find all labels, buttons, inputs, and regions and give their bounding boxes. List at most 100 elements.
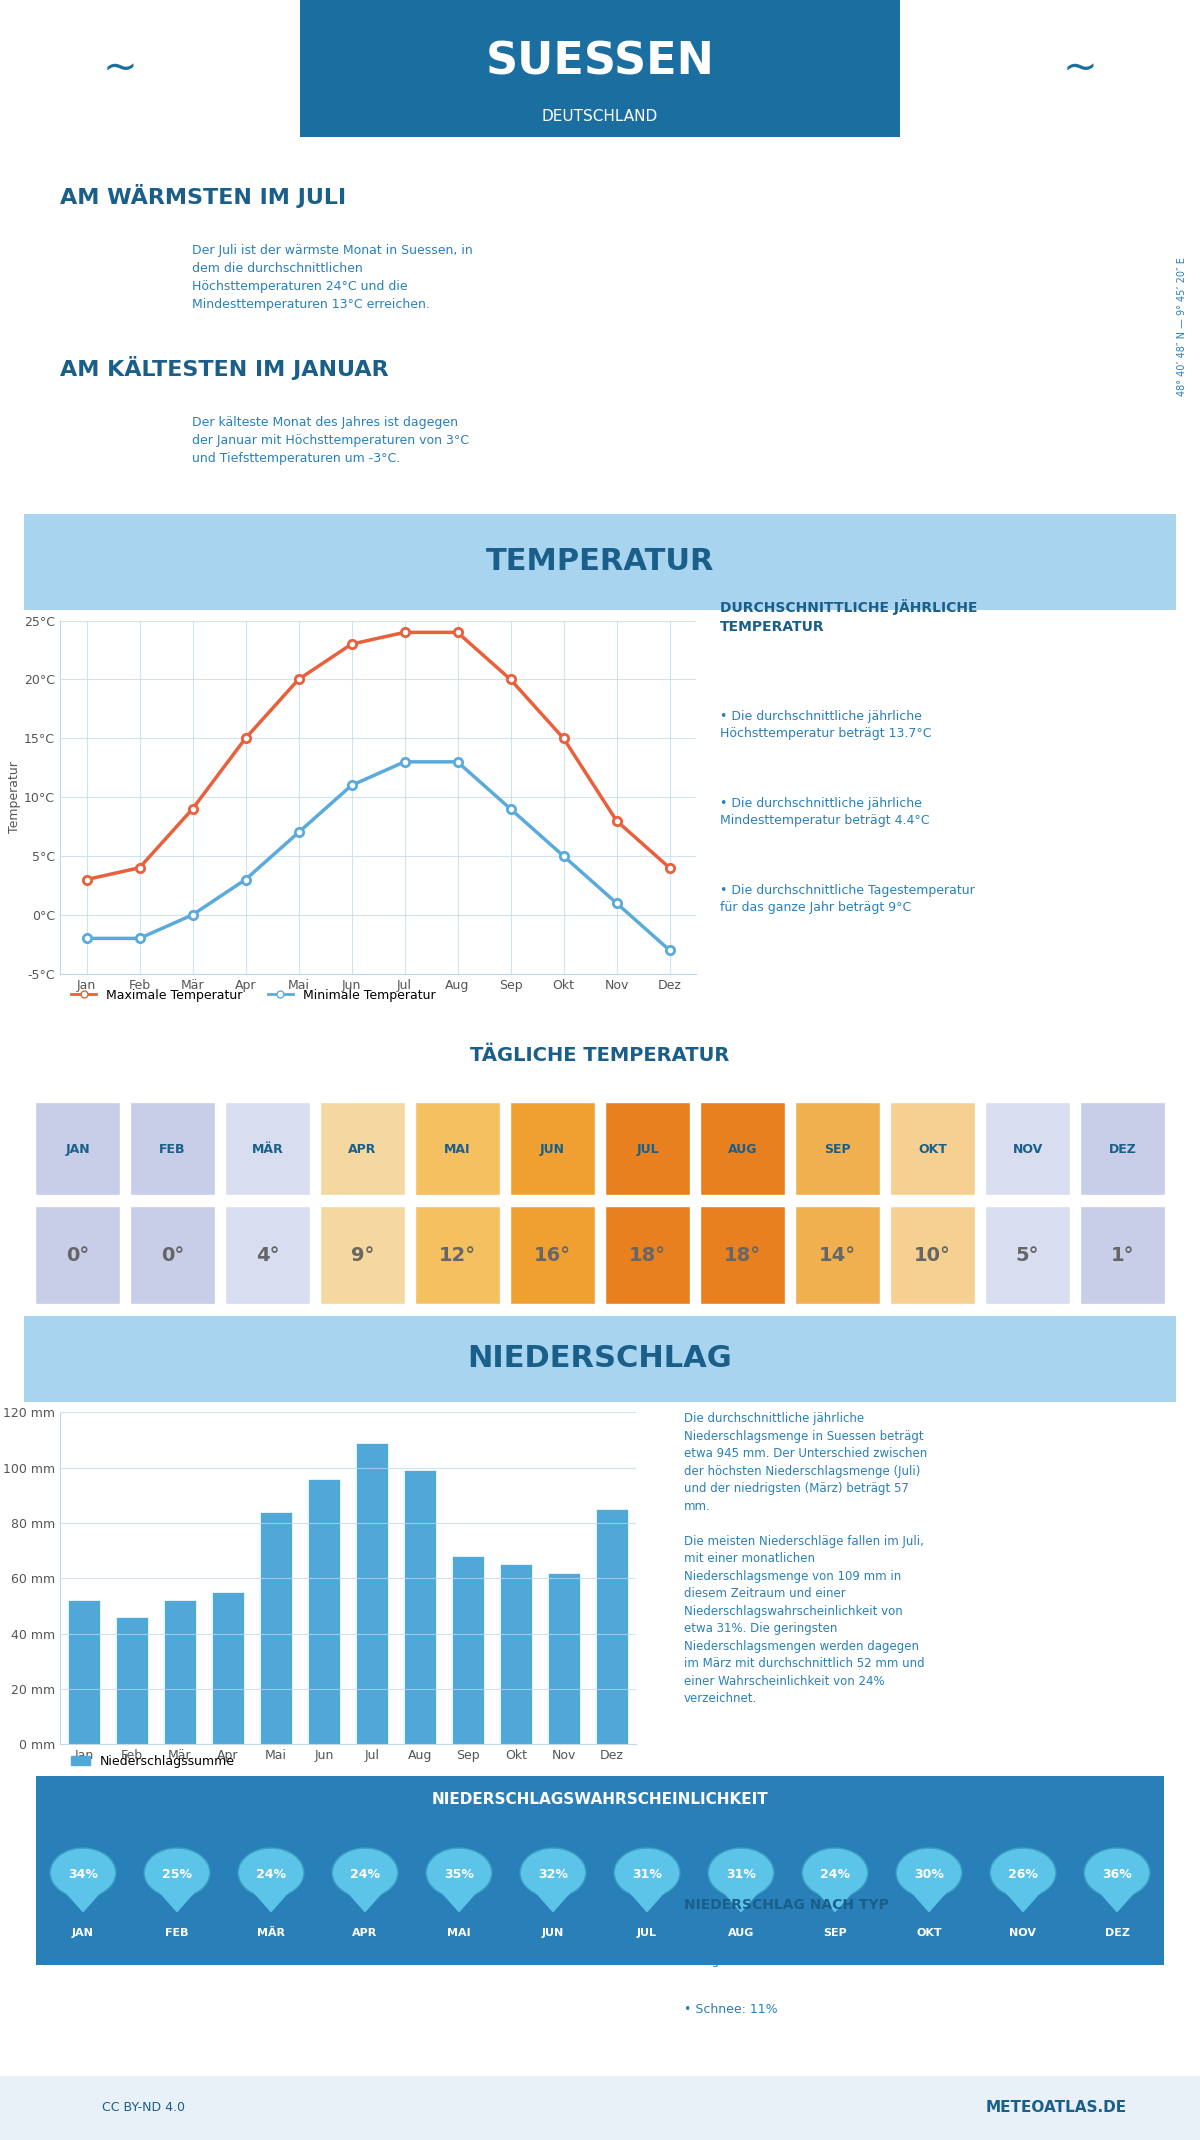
Text: METEOATLAS.DE: METEOATLAS.DE bbox=[985, 2099, 1127, 2116]
Polygon shape bbox=[300, 137, 900, 205]
FancyBboxPatch shape bbox=[510, 1207, 595, 1303]
Text: • Schnee: 11%: • Schnee: 11% bbox=[684, 2003, 778, 2016]
Polygon shape bbox=[629, 1890, 666, 1911]
Text: AM KÄLTESTEN IM JANUAR: AM KÄLTESTEN IM JANUAR bbox=[60, 355, 389, 381]
FancyBboxPatch shape bbox=[1, 511, 1199, 612]
Text: 16°: 16° bbox=[534, 1245, 571, 1265]
Text: JUN: JUN bbox=[542, 1928, 564, 1937]
Polygon shape bbox=[252, 1890, 290, 1911]
Text: APR: APR bbox=[348, 1143, 377, 1156]
FancyBboxPatch shape bbox=[889, 1102, 976, 1194]
Text: DEZ: DEZ bbox=[1104, 1928, 1129, 1937]
Legend: Niederschlagssumme: Niederschlagssumme bbox=[66, 1751, 240, 1772]
FancyBboxPatch shape bbox=[319, 1207, 406, 1303]
FancyBboxPatch shape bbox=[36, 1823, 1164, 1965]
Bar bbox=[260, 1511, 292, 1744]
Text: ~: ~ bbox=[102, 47, 138, 90]
Text: DEZ: DEZ bbox=[1109, 1143, 1136, 1156]
Text: 18°: 18° bbox=[724, 1245, 761, 1265]
Circle shape bbox=[238, 1849, 304, 1898]
FancyBboxPatch shape bbox=[985, 1102, 1070, 1194]
Text: CC BY-ND 4.0: CC BY-ND 4.0 bbox=[102, 2101, 186, 2114]
Polygon shape bbox=[911, 1890, 948, 1911]
Text: 32%: 32% bbox=[538, 1868, 568, 1881]
FancyBboxPatch shape bbox=[605, 1102, 690, 1194]
Text: 1°: 1° bbox=[1111, 1245, 1134, 1265]
FancyBboxPatch shape bbox=[700, 1102, 785, 1194]
Text: SEP: SEP bbox=[824, 1143, 851, 1156]
FancyBboxPatch shape bbox=[35, 1207, 120, 1303]
Circle shape bbox=[802, 1849, 868, 1898]
Text: 35%: 35% bbox=[444, 1868, 474, 1881]
Polygon shape bbox=[722, 1890, 760, 1911]
Polygon shape bbox=[347, 1890, 384, 1911]
Text: DEUTSCHLAND: DEUTSCHLAND bbox=[542, 109, 658, 124]
FancyBboxPatch shape bbox=[35, 1102, 120, 1194]
Bar bbox=[212, 1592, 244, 1744]
Polygon shape bbox=[1004, 1890, 1042, 1911]
Text: 36%: 36% bbox=[1102, 1868, 1132, 1881]
Text: 18°: 18° bbox=[629, 1245, 666, 1265]
Text: 0°: 0° bbox=[66, 1245, 89, 1265]
Bar bbox=[452, 1556, 484, 1744]
FancyBboxPatch shape bbox=[415, 1207, 500, 1303]
Text: JAN: JAN bbox=[72, 1928, 94, 1937]
Text: NOV: NOV bbox=[1009, 1928, 1037, 1937]
Text: MAI: MAI bbox=[444, 1143, 470, 1156]
FancyBboxPatch shape bbox=[794, 1102, 881, 1194]
Text: NIEDERSCHLAG NACH TYP: NIEDERSCHLAG NACH TYP bbox=[684, 1898, 889, 1913]
Circle shape bbox=[614, 1849, 680, 1898]
Text: • Die durchschnittliche jährliche
Mindesttemperatur beträgt 4.4°C: • Die durchschnittliche jährliche Mindes… bbox=[720, 798, 930, 828]
Text: NOV: NOV bbox=[1013, 1143, 1043, 1156]
FancyBboxPatch shape bbox=[319, 1102, 406, 1194]
Legend: Maximale Temperatur, Minimale Temperatur: Maximale Temperatur, Minimale Temperatur bbox=[66, 984, 440, 1006]
Text: APR: APR bbox=[353, 1928, 378, 1937]
Text: JUN: JUN bbox=[540, 1143, 565, 1156]
Text: SEP: SEP bbox=[823, 1928, 847, 1937]
Text: TEMPERATUR: TEMPERATUR bbox=[486, 548, 714, 576]
Text: • Die durchschnittliche Tagestemperatur
für das ganze Jahr beträgt 9°C: • Die durchschnittliche Tagestemperatur … bbox=[720, 884, 974, 914]
FancyBboxPatch shape bbox=[510, 1102, 595, 1194]
Text: 30%: 30% bbox=[914, 1868, 944, 1881]
Text: 24%: 24% bbox=[820, 1868, 850, 1881]
Text: 0°: 0° bbox=[161, 1245, 184, 1265]
Text: • Die durchschnittliche jährliche
Höchsttemperatur beträgt 13.7°C: • Die durchschnittliche jährliche Höchst… bbox=[720, 710, 931, 740]
Polygon shape bbox=[158, 1890, 196, 1911]
Text: TÄGLICHE TEMPERATUR: TÄGLICHE TEMPERATUR bbox=[470, 1046, 730, 1064]
Text: 25%: 25% bbox=[162, 1868, 192, 1881]
FancyBboxPatch shape bbox=[700, 1207, 785, 1303]
FancyBboxPatch shape bbox=[794, 1207, 881, 1303]
FancyBboxPatch shape bbox=[300, 0, 900, 137]
Text: 5°: 5° bbox=[1015, 1245, 1039, 1265]
Text: Der kälteste Monat des Jahres ist dagegen
der Januar mit Höchsttemperaturen von : Der kälteste Monat des Jahres ist dagege… bbox=[192, 415, 469, 464]
Text: NIEDERSCHLAGSWAHRSCHEINLICHKEIT: NIEDERSCHLAGSWAHRSCHEINLICHKEIT bbox=[432, 1791, 768, 1808]
FancyBboxPatch shape bbox=[1080, 1207, 1165, 1303]
Text: ~: ~ bbox=[1062, 47, 1098, 90]
Circle shape bbox=[990, 1849, 1056, 1898]
Text: OKT: OKT bbox=[918, 1143, 947, 1156]
Circle shape bbox=[1084, 1849, 1150, 1898]
Text: 10°: 10° bbox=[914, 1245, 950, 1265]
Circle shape bbox=[332, 1849, 398, 1898]
Text: 4°: 4° bbox=[256, 1245, 280, 1265]
Text: SUESSEN: SUESSEN bbox=[486, 41, 714, 83]
Text: 26%: 26% bbox=[1008, 1868, 1038, 1881]
FancyBboxPatch shape bbox=[415, 1102, 500, 1194]
Text: 48° 40’ 48″ N — 9° 45’ 20″ E: 48° 40’ 48″ N — 9° 45’ 20″ E bbox=[1177, 257, 1187, 396]
FancyBboxPatch shape bbox=[130, 1102, 215, 1194]
FancyBboxPatch shape bbox=[1080, 1102, 1165, 1194]
Text: MAI: MAI bbox=[448, 1928, 470, 1937]
Text: 24%: 24% bbox=[350, 1868, 380, 1881]
Text: 34%: 34% bbox=[68, 1868, 98, 1881]
Circle shape bbox=[144, 1849, 210, 1898]
Text: NIEDERSCHLAG: NIEDERSCHLAG bbox=[468, 1344, 732, 1374]
Circle shape bbox=[426, 1849, 492, 1898]
FancyBboxPatch shape bbox=[130, 1207, 215, 1303]
Polygon shape bbox=[534, 1890, 572, 1911]
Bar bbox=[596, 1509, 628, 1744]
Text: JUL: JUL bbox=[637, 1928, 658, 1937]
Text: 12°: 12° bbox=[439, 1245, 476, 1265]
Polygon shape bbox=[440, 1890, 478, 1911]
Text: • Regen: 89%: • Regen: 89% bbox=[684, 1954, 772, 1967]
Circle shape bbox=[520, 1849, 586, 1898]
